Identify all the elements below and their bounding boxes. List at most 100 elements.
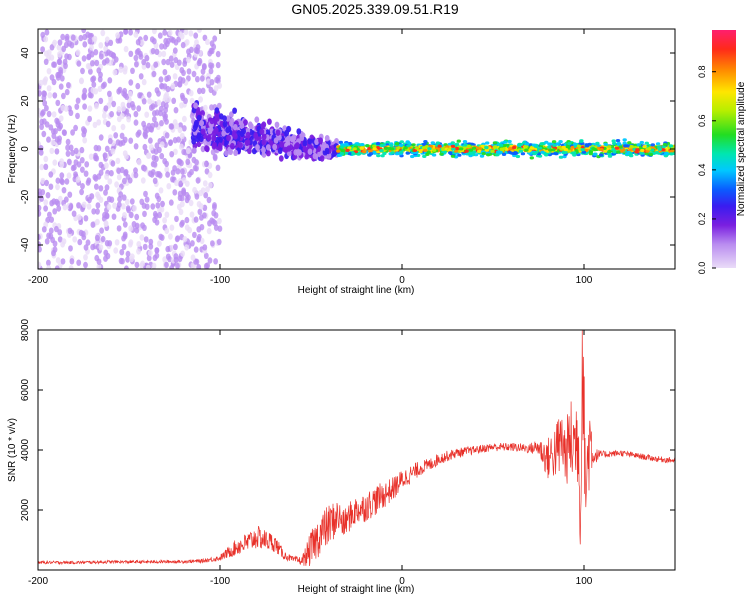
heatmap-cell: [130, 67, 135, 75]
heatmap-cell: [356, 152, 361, 156]
heatmap-cell: [163, 37, 169, 45]
heatmap-cell: [229, 119, 234, 127]
colorbar: 0.0 0.2 0.4 0.6 0.8 Normalized spectral ampl…: [697, 30, 747, 274]
heatmap-cell: [83, 254, 88, 261]
heatmap-cell: [574, 149, 579, 153]
heatmap-cell: [473, 153, 479, 157]
heatmap-cell: [102, 112, 107, 119]
heatmap-cell: [351, 152, 356, 156]
heatmap-cell: [195, 135, 200, 143]
heatmap-cell: [180, 250, 186, 257]
heatmap-cell: [379, 143, 385, 148]
snr-series-line: [38, 330, 675, 567]
heatmap-cell: [131, 221, 137, 228]
heatmap-cell: [340, 143, 345, 147]
heatmap-cell: [372, 147, 377, 151]
heatmap-cell: [96, 67, 102, 74]
heatmap-cell: [485, 141, 490, 145]
heatmap-cell: [82, 137, 88, 144]
heatmap-cell: [453, 149, 459, 153]
heatmap-cell: [107, 178, 113, 185]
heatmap-cell: [116, 201, 122, 208]
heatmap-cell: [96, 173, 102, 180]
heatmap-cell: [81, 94, 87, 101]
heatmap-cell: [439, 152, 444, 156]
heatmap-cell: [39, 195, 44, 202]
heatmap-cell: [90, 221, 96, 228]
heatmap-cell: [124, 198, 130, 206]
heatmap-cell: [67, 191, 73, 198]
heatmap-cell: [197, 208, 203, 215]
heatmap-cell: [241, 128, 247, 135]
heatmap-cell: [222, 121, 228, 128]
heatmap-cell: [110, 160, 116, 167]
heatmap-cell: [145, 126, 151, 133]
heatmap-cell: [202, 212, 207, 219]
heatmap-cell: [607, 150, 612, 154]
heatmap-cell: [498, 150, 503, 154]
heatmap-cell: [186, 147, 191, 155]
heatmap-cell: [618, 145, 623, 149]
heatmap-cell: [524, 142, 530, 146]
heatmap-cell: [77, 238, 83, 246]
heatmap-cell: [166, 96, 172, 103]
heatmap-cell: [173, 256, 179, 263]
heatmap-cell: [91, 208, 97, 215]
heatmap-cell: [113, 247, 119, 254]
heatmap-cell: [76, 60, 82, 67]
heatmap-cell: [430, 141, 435, 145]
heatmap-cell: [627, 141, 632, 145]
heatmap-cell: [164, 132, 170, 139]
heatmap-cell: [59, 75, 65, 82]
heatmap-cell: [567, 149, 572, 153]
heatmap-cell: [48, 183, 54, 190]
heatmap-cell: [94, 183, 99, 190]
heatmap-cell: [221, 130, 227, 137]
heatmap-cell: [108, 39, 114, 46]
heatmap-cell: [48, 227, 54, 234]
heatmap-cell: [365, 144, 370, 148]
heatmap-cell: [161, 58, 167, 66]
heatmap-cell: [175, 168, 181, 175]
heatmap-cell: [83, 261, 88, 269]
heatmap-cell: [160, 200, 165, 208]
heatmap-cell: [524, 148, 529, 152]
heatmap-cell: [79, 77, 84, 84]
heatmap-cell: [307, 148, 313, 155]
heatmap-cell: [194, 159, 199, 166]
heatmap-cell: [64, 53, 69, 60]
heatmap-cell: [125, 205, 131, 212]
heatmap-cell: [426, 150, 431, 154]
heatmap-cell: [668, 144, 674, 148]
heatmap-cell: [83, 244, 89, 251]
heatmap-cell: [611, 139, 616, 143]
heatmap-cell: [41, 130, 47, 138]
heatmap-cell: [73, 159, 79, 166]
heatmap-cell: [38, 246, 42, 253]
heatmap-cell: [112, 202, 117, 209]
heatmap-cell: [152, 254, 158, 262]
heatmap-cell: [423, 148, 428, 152]
heatmap-cell: [293, 149, 299, 156]
heatmap-cell: [244, 139, 250, 147]
heatmap-cell: [565, 145, 570, 149]
heatmap-cell: [191, 70, 197, 78]
heatmap-cell: [102, 211, 107, 219]
heatmap-cell: [143, 236, 149, 243]
heatmap-cell: [664, 151, 669, 156]
heatmap-cell: [660, 148, 666, 152]
x-tick-label: -200: [28, 576, 48, 587]
heatmap-cell: [109, 170, 114, 177]
heatmap-cell: [150, 203, 156, 210]
heatmap-cell: [340, 145, 345, 149]
heatmap-cell: [192, 231, 197, 239]
heatmap-cell: [212, 35, 218, 42]
heatmap-cell: [129, 198, 135, 205]
heatmap-cell: [217, 225, 223, 232]
heatmap-cell: [192, 186, 198, 194]
heatmap-cell: [128, 225, 134, 232]
heatmap-cell: [359, 146, 364, 150]
heatmap-cell: [148, 243, 154, 250]
heatmap-cell: [112, 69, 118, 76]
heatmap-cell: [457, 153, 462, 157]
